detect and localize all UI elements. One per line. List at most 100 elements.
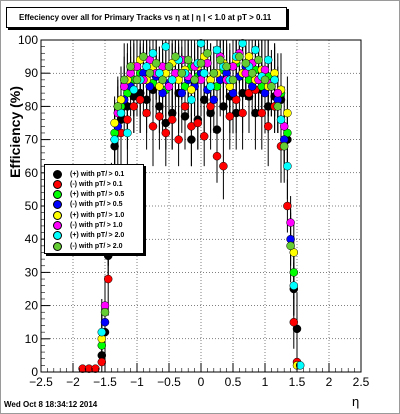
legend-entry: (-) with pT/ > 0.5 <box>45 200 123 210</box>
y-tick-label: 20 <box>25 299 39 313</box>
legend-label: (-) with pT/ > 0.5 <box>70 201 123 209</box>
data-point <box>206 82 215 91</box>
legend-entry: (-) with pT/ > 1.0 <box>45 221 123 231</box>
data-point <box>209 95 219 105</box>
data-point <box>167 115 177 124</box>
legend-marker <box>53 190 62 200</box>
data-point <box>286 218 295 227</box>
x-tick-label: 2 <box>326 375 333 389</box>
data-point <box>161 42 171 51</box>
data-point <box>203 49 212 58</box>
data-points <box>78 39 305 373</box>
data-point <box>119 75 129 85</box>
data-point <box>142 108 151 118</box>
data-point <box>97 327 107 337</box>
data-point <box>235 52 244 61</box>
legend-entry: (+) with pT/ > 0.5 <box>45 190 124 200</box>
legend: (+) with pT/ > 0.1 (-) with pT/ > 0.1 (+) … <box>44 164 144 254</box>
data-point <box>219 161 228 171</box>
data-point <box>199 68 209 78</box>
legend-label: (+) with pT/ > 0.5 <box>70 191 125 199</box>
legend-entry: (+) with pT/ > 1.0 <box>45 210 124 220</box>
data-point <box>180 112 190 121</box>
data-point <box>219 102 228 111</box>
data-point <box>164 62 174 71</box>
data-point <box>260 75 270 85</box>
y-axis-label: Efficiency (%) <box>7 86 23 178</box>
y-tick-label: 0 <box>31 365 38 379</box>
data-point <box>110 118 119 128</box>
data-point <box>187 95 196 105</box>
data-point <box>199 95 209 105</box>
data-point <box>228 75 238 85</box>
legend-marker <box>53 179 62 189</box>
data-point <box>110 135 119 144</box>
data-point <box>283 161 292 171</box>
data-point <box>103 274 113 284</box>
x-tick-label: −1.5 <box>93 375 117 389</box>
data-point <box>190 75 199 85</box>
data-point <box>135 95 145 105</box>
legend-entry: (+) with pT/ > 0.1 <box>45 169 124 179</box>
data-point <box>283 201 292 211</box>
legend-label: (-) with pT/ > 2.0 <box>70 242 123 250</box>
x-tick-label: 1 <box>262 375 269 389</box>
data-point <box>257 108 267 118</box>
tick-labels: −2.5 −2 −1.5 −1 −0.5 0 0.5 1 1.5 2 2.5 0 10 20 30 40 50 6… <box>18 33 370 389</box>
data-point <box>91 364 100 373</box>
data-point <box>155 102 164 111</box>
data-point <box>241 58 251 68</box>
data-point <box>155 112 164 121</box>
data-point <box>167 75 177 85</box>
data-point <box>238 108 247 118</box>
data-point <box>273 88 283 98</box>
data-point <box>225 112 235 121</box>
data-point <box>148 122 158 131</box>
legend-marker <box>53 241 62 251</box>
data-point <box>129 102 139 111</box>
legend-entry: (+) with pT/ > 2.0 <box>45 231 124 241</box>
data-point <box>254 55 263 65</box>
data-point <box>273 102 283 111</box>
y-tick-label: 50 <box>25 199 39 213</box>
x-tick-label: 0.5 <box>225 375 242 389</box>
x-tick-label: −1 <box>130 375 144 389</box>
data-point <box>183 55 193 65</box>
data-point <box>289 317 299 327</box>
data-point <box>289 281 299 290</box>
legend-label: (+) with pT/ > 2.0 <box>70 232 125 240</box>
data-point <box>174 135 183 144</box>
data-point <box>196 58 206 68</box>
data-point <box>279 141 289 151</box>
data-point <box>148 49 158 58</box>
data-point <box>132 75 142 85</box>
data-point <box>126 62 135 71</box>
x-tick-label: −2 <box>66 375 80 389</box>
data-point <box>97 357 107 367</box>
data-point <box>212 45 222 55</box>
data-point <box>215 55 225 65</box>
y-tick-label: 100 <box>18 33 38 47</box>
data-point <box>276 115 286 124</box>
data-point <box>238 39 247 48</box>
legend-marker <box>53 221 62 230</box>
data-point <box>100 317 110 327</box>
data-point <box>180 102 190 111</box>
legend-marker <box>53 231 62 241</box>
data-point <box>158 75 167 85</box>
data-point <box>177 68 187 78</box>
chart-title: Effeciency over all for Primary Tracks v… <box>19 13 272 22</box>
data-point <box>196 39 206 48</box>
legend-label: (-) with pT/ > 1.0 <box>70 222 123 229</box>
data-point <box>100 307 110 317</box>
data-point <box>139 52 148 61</box>
data-point <box>199 132 209 141</box>
y-tick-label: 30 <box>25 265 39 279</box>
data-point <box>222 62 231 71</box>
y-tick-label: 60 <box>25 166 39 180</box>
y-tick-label: 40 <box>25 232 39 246</box>
data-point <box>161 128 171 138</box>
legend-marker <box>53 169 62 179</box>
data-point <box>123 128 132 138</box>
